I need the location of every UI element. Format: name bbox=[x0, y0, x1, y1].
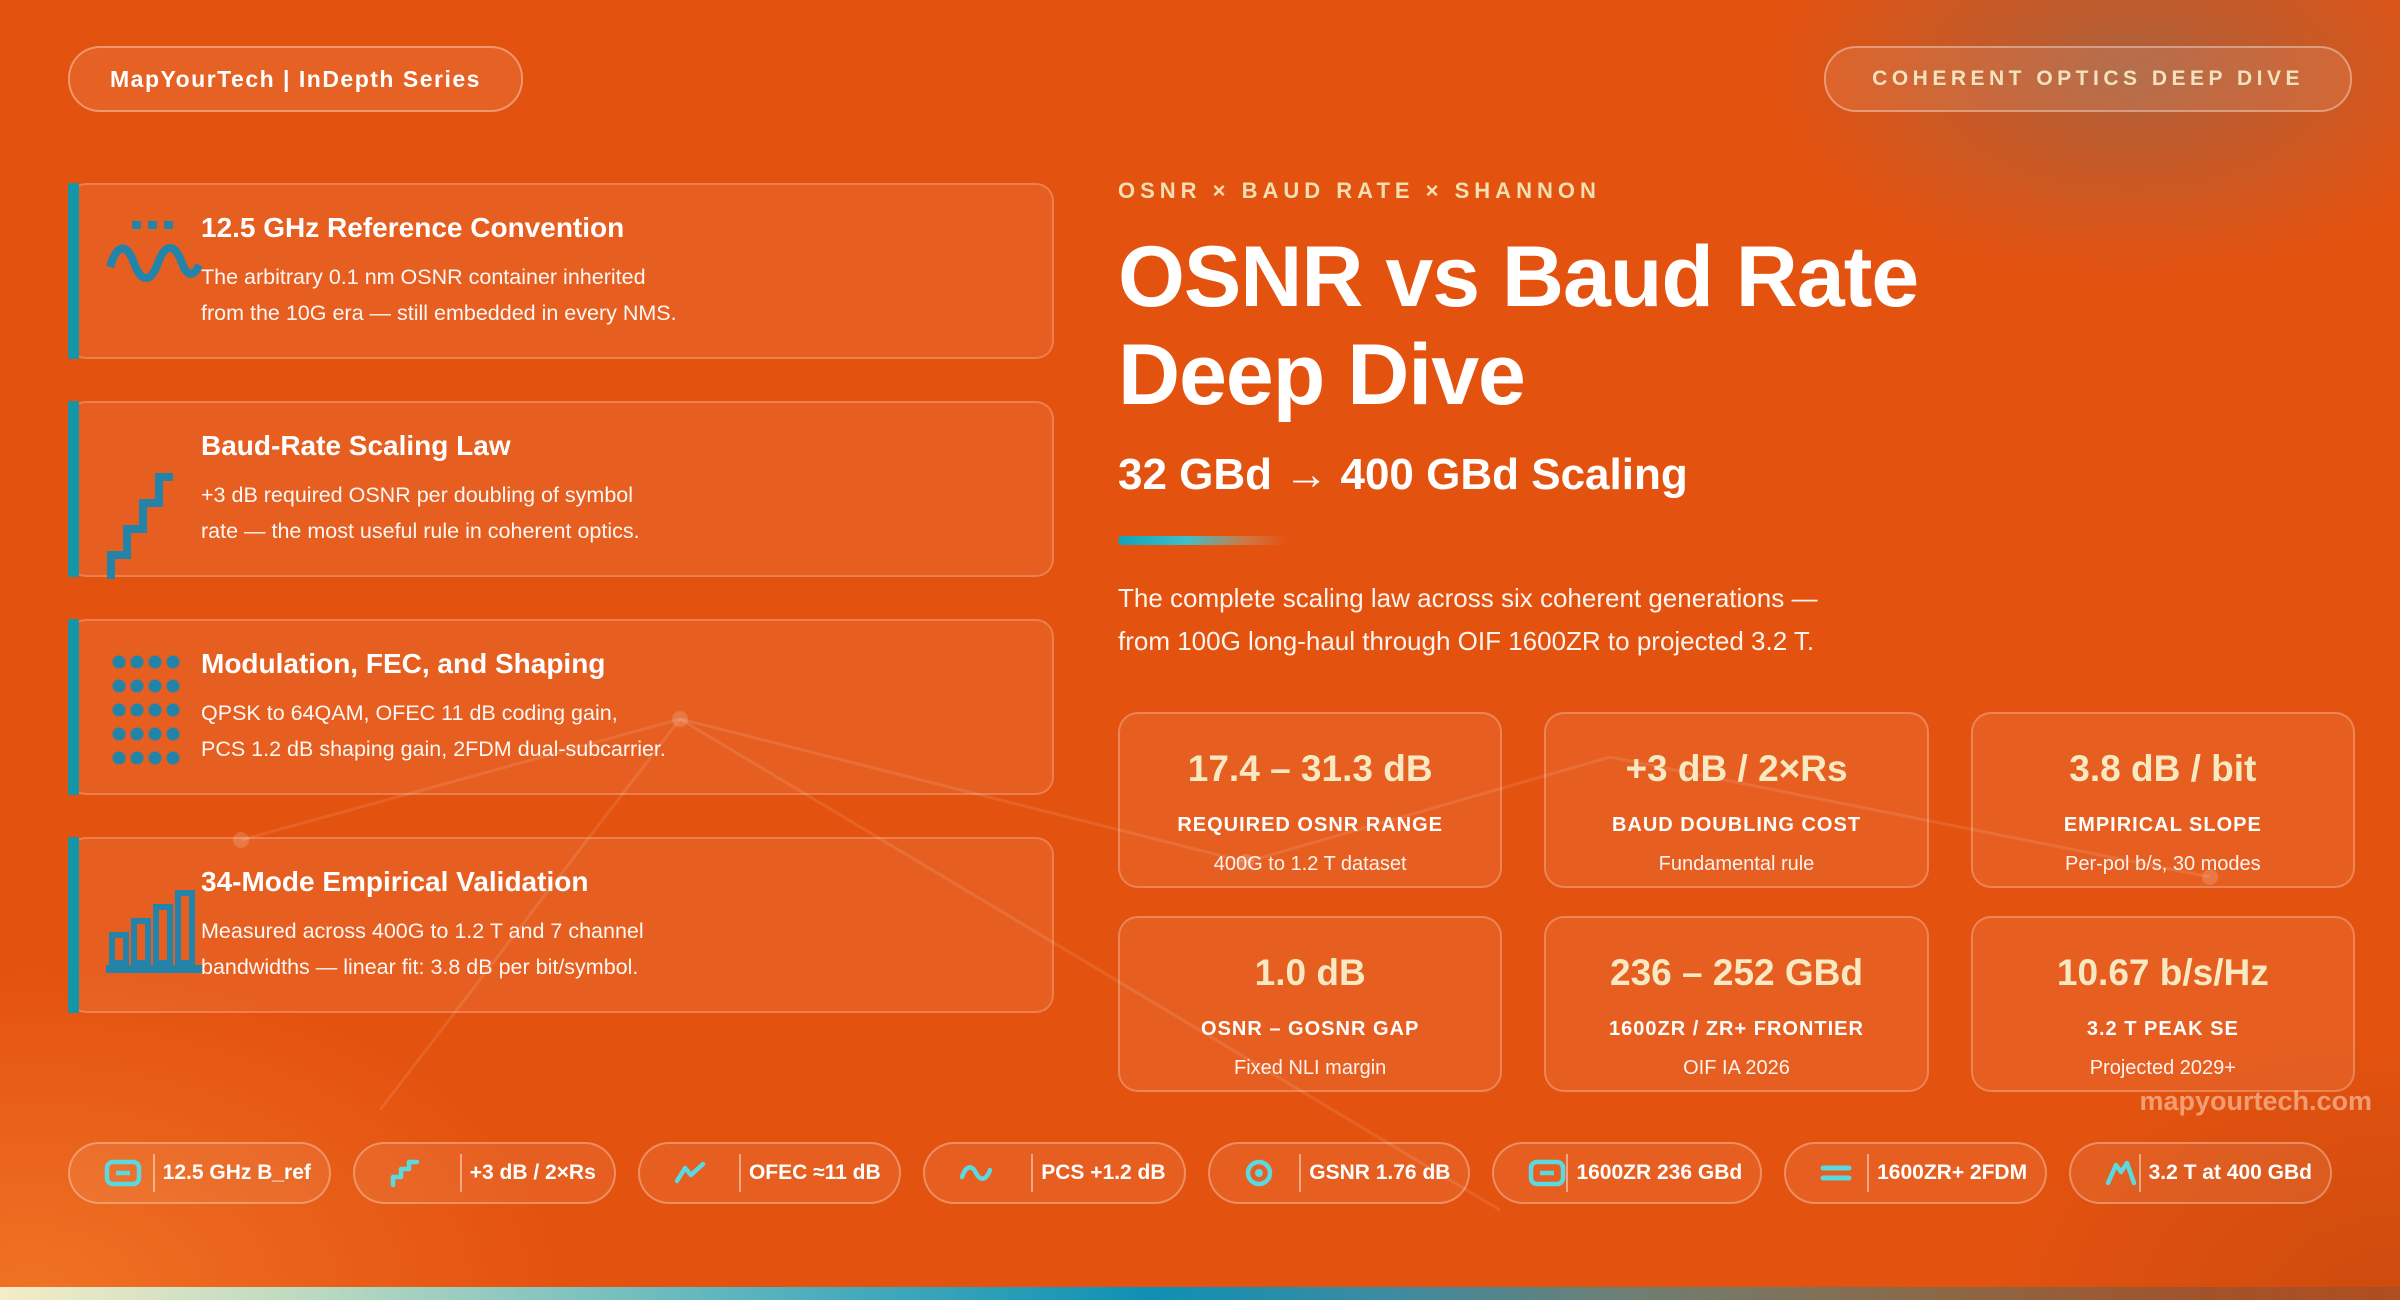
sine-wave-icon bbox=[106, 217, 202, 289]
stat-sub: OIF IA 2026 bbox=[1683, 1057, 1790, 1079]
pill-bref[interactable]: 12.5 GHz B_ref bbox=[68, 1142, 331, 1204]
pill-label: GSNR 1.76 dB bbox=[1309, 1161, 1451, 1184]
feature-card-title: 12.5 GHz Reference Convention bbox=[201, 212, 625, 243]
stat-card-peak-se: 10.67 b/s/Hz 3.2 T PEAK SE Projected 202… bbox=[1970, 916, 2355, 1092]
stat-value: 10.67 b/s/Hz bbox=[2056, 952, 2269, 993]
pill-divider bbox=[2138, 1154, 2141, 1192]
feature-card-list: 12.5 GHz Reference Convention The arbitr… bbox=[68, 183, 1054, 1013]
stat-card-gosnr-gap: 1.0 dB OSNR – GOSNR GAP Fixed NLI margin bbox=[1118, 916, 1503, 1092]
pill-label: +3 dB / 2×Rs bbox=[469, 1161, 596, 1184]
stat-value: 1.0 dB bbox=[1254, 952, 1366, 993]
stat-label: OSNR – GOSNR GAP bbox=[1201, 1018, 1420, 1040]
feature-card-body: Measured across 400G to 1.2 T and 7 chan… bbox=[201, 919, 644, 979]
activity-icon bbox=[674, 1160, 706, 1186]
feature-card-reference-convention: 12.5 GHz Reference Convention The arbitr… bbox=[68, 183, 1054, 359]
stairs-icon bbox=[389, 1157, 421, 1189]
stat-value: +3 dB / 2×Rs bbox=[1625, 748, 1848, 789]
pill-divider bbox=[738, 1154, 741, 1192]
feature-card-empirical-validation: 34-Mode Empirical Validation Measured ac… bbox=[68, 837, 1054, 1013]
pill-2fdm[interactable]: 1600ZR+ 2FDM bbox=[1784, 1142, 2048, 1204]
pill-baud-doubling[interactable]: +3 dB / 2×Rs bbox=[352, 1142, 616, 1204]
pill-divider bbox=[1031, 1154, 1034, 1192]
stat-card-empirical-slope: 3.8 dB / bit EMPIRICAL SLOPE Per-pol b/s… bbox=[1970, 712, 2355, 888]
pill-label: PCS +1.2 dB bbox=[1041, 1161, 1166, 1184]
stat-label: REQUIRED OSNR RANGE bbox=[1177, 814, 1444, 836]
pill-label: 3.2 T at 400 GBd bbox=[2148, 1161, 2312, 1184]
feature-card-body: The arbitrary 0.1 nm OSNR container inhe… bbox=[201, 265, 677, 325]
bar-chart-icon bbox=[106, 885, 206, 975]
stat-value: 3.8 dB / bit bbox=[2069, 748, 2257, 789]
hero-eyebrow: OSNR × BAUD RATE × SHANNON bbox=[1118, 178, 1601, 203]
feature-card-title: 34-Mode Empirical Validation bbox=[201, 866, 589, 897]
brand-badge: MapYourTech | InDepth Series bbox=[68, 46, 523, 112]
pill-ofec[interactable]: OFEC ≈11 dB bbox=[637, 1142, 901, 1204]
hero-subtitle: 32 GBd → 400 GBd Scaling bbox=[1118, 450, 1688, 499]
stat-sub: Fundamental rule bbox=[1658, 853, 1815, 875]
stat-value: 236 – 252 GBd bbox=[1610, 952, 1863, 993]
pill-divider bbox=[1566, 1154, 1569, 1192]
bottom-gradient-strip bbox=[0, 1287, 2400, 1300]
display-icon bbox=[104, 1158, 142, 1188]
pill-gsnr[interactable]: GSNR 1.76 dB bbox=[1207, 1142, 1471, 1204]
pill-label: 1600ZR+ 2FDM bbox=[1877, 1161, 2028, 1184]
feature-card-body: +3 dB required OSNR per doubling of symb… bbox=[201, 483, 640, 543]
pill-divider bbox=[1867, 1154, 1870, 1192]
stat-card-osnr-range: 17.4 – 31.3 dB REQUIRED OSNR RANGE 400G … bbox=[1118, 712, 1503, 888]
stat-sub: 400G to 1.2 T dataset bbox=[1213, 853, 1407, 875]
pill-label: OFEC ≈11 dB bbox=[748, 1161, 881, 1184]
stat-label: 1600ZR / ZR+ FRONTIER bbox=[1609, 1018, 1864, 1040]
card-accent-bar bbox=[68, 619, 79, 795]
target-icon bbox=[1244, 1158, 1274, 1188]
feature-card-title: Baud-Rate Scaling Law bbox=[201, 430, 511, 461]
stat-card-1600zr-frontier: 236 – 252 GBd 1600ZR / ZR+ FRONTIER OIF … bbox=[1544, 916, 1929, 1092]
pill-divider bbox=[152, 1154, 155, 1192]
pill-divider bbox=[459, 1154, 462, 1192]
stat-card-grid: 17.4 – 31.3 dB REQUIRED OSNR RANGE 400G … bbox=[1118, 712, 2355, 1092]
sine-icon bbox=[959, 1162, 993, 1184]
stat-value: 17.4 – 31.3 dB bbox=[1187, 748, 1433, 789]
feature-card-title: Modulation, FEC, and Shaping bbox=[201, 648, 606, 679]
card-accent-bar bbox=[68, 183, 79, 359]
equals-icon bbox=[1820, 1163, 1852, 1183]
pill-label: 12.5 GHz B_ref bbox=[162, 1161, 311, 1184]
feature-card-modulation-fec-shaping: Modulation, FEC, and Shaping QPSK to 64Q… bbox=[68, 619, 1054, 795]
pill-label: 1600ZR 236 GBd bbox=[1576, 1161, 1743, 1184]
stat-sub: Per-pol b/s, 30 modes bbox=[2065, 853, 2261, 875]
pill-pcs[interactable]: PCS +1.2 dB bbox=[922, 1142, 1186, 1204]
pill-3-2t[interactable]: 3.2 T at 400 GBd bbox=[2069, 1142, 2332, 1204]
card-accent-bar bbox=[68, 401, 79, 577]
peak-icon bbox=[2105, 1159, 2137, 1187]
stairs-icon bbox=[106, 459, 176, 581]
pill-1600zr[interactable]: 1600ZR 236 GBd bbox=[1492, 1142, 1763, 1204]
gradient-divider bbox=[1118, 536, 1288, 545]
hero-description: The complete scaling law across six cohe… bbox=[1118, 583, 1818, 656]
page-title: OSNR vs Baud Rate Deep Dive bbox=[1118, 229, 1919, 423]
series-badge: COHERENT OPTICS DEEP DIVE bbox=[1824, 46, 2352, 112]
dots-grid-icon bbox=[112, 655, 180, 767]
display-icon bbox=[1528, 1158, 1566, 1188]
stat-label: BAUD DOUBLING COST bbox=[1611, 814, 1862, 836]
stat-card-baud-doubling: +3 dB / 2×Rs BAUD DOUBLING COST Fundamen… bbox=[1544, 712, 1929, 888]
stat-label: 3.2 T PEAK SE bbox=[2086, 1018, 2239, 1040]
stat-label: EMPIRICAL SLOPE bbox=[2063, 814, 2262, 836]
stat-sub: Fixed NLI margin bbox=[1234, 1057, 1387, 1079]
card-accent-bar bbox=[68, 837, 79, 1013]
watermark: mapyourtech.com bbox=[2139, 1086, 2372, 1116]
pill-divider bbox=[1299, 1154, 1302, 1192]
hero-section: OSNR × BAUD RATE × SHANNON OSNR vs Baud … bbox=[1118, 178, 2388, 663]
stat-sub: Projected 2029+ bbox=[2089, 1057, 2236, 1079]
footer-pill-row: 12.5 GHz B_ref +3 dB / 2×Rs OFEC ≈11 dB … bbox=[68, 1142, 2332, 1204]
feature-card-baud-rate-scaling: Baud-Rate Scaling Law +3 dB required OSN… bbox=[68, 401, 1054, 579]
feature-card-body: QPSK to 64QAM, OFEC 11 dB coding gain, P… bbox=[201, 701, 666, 761]
